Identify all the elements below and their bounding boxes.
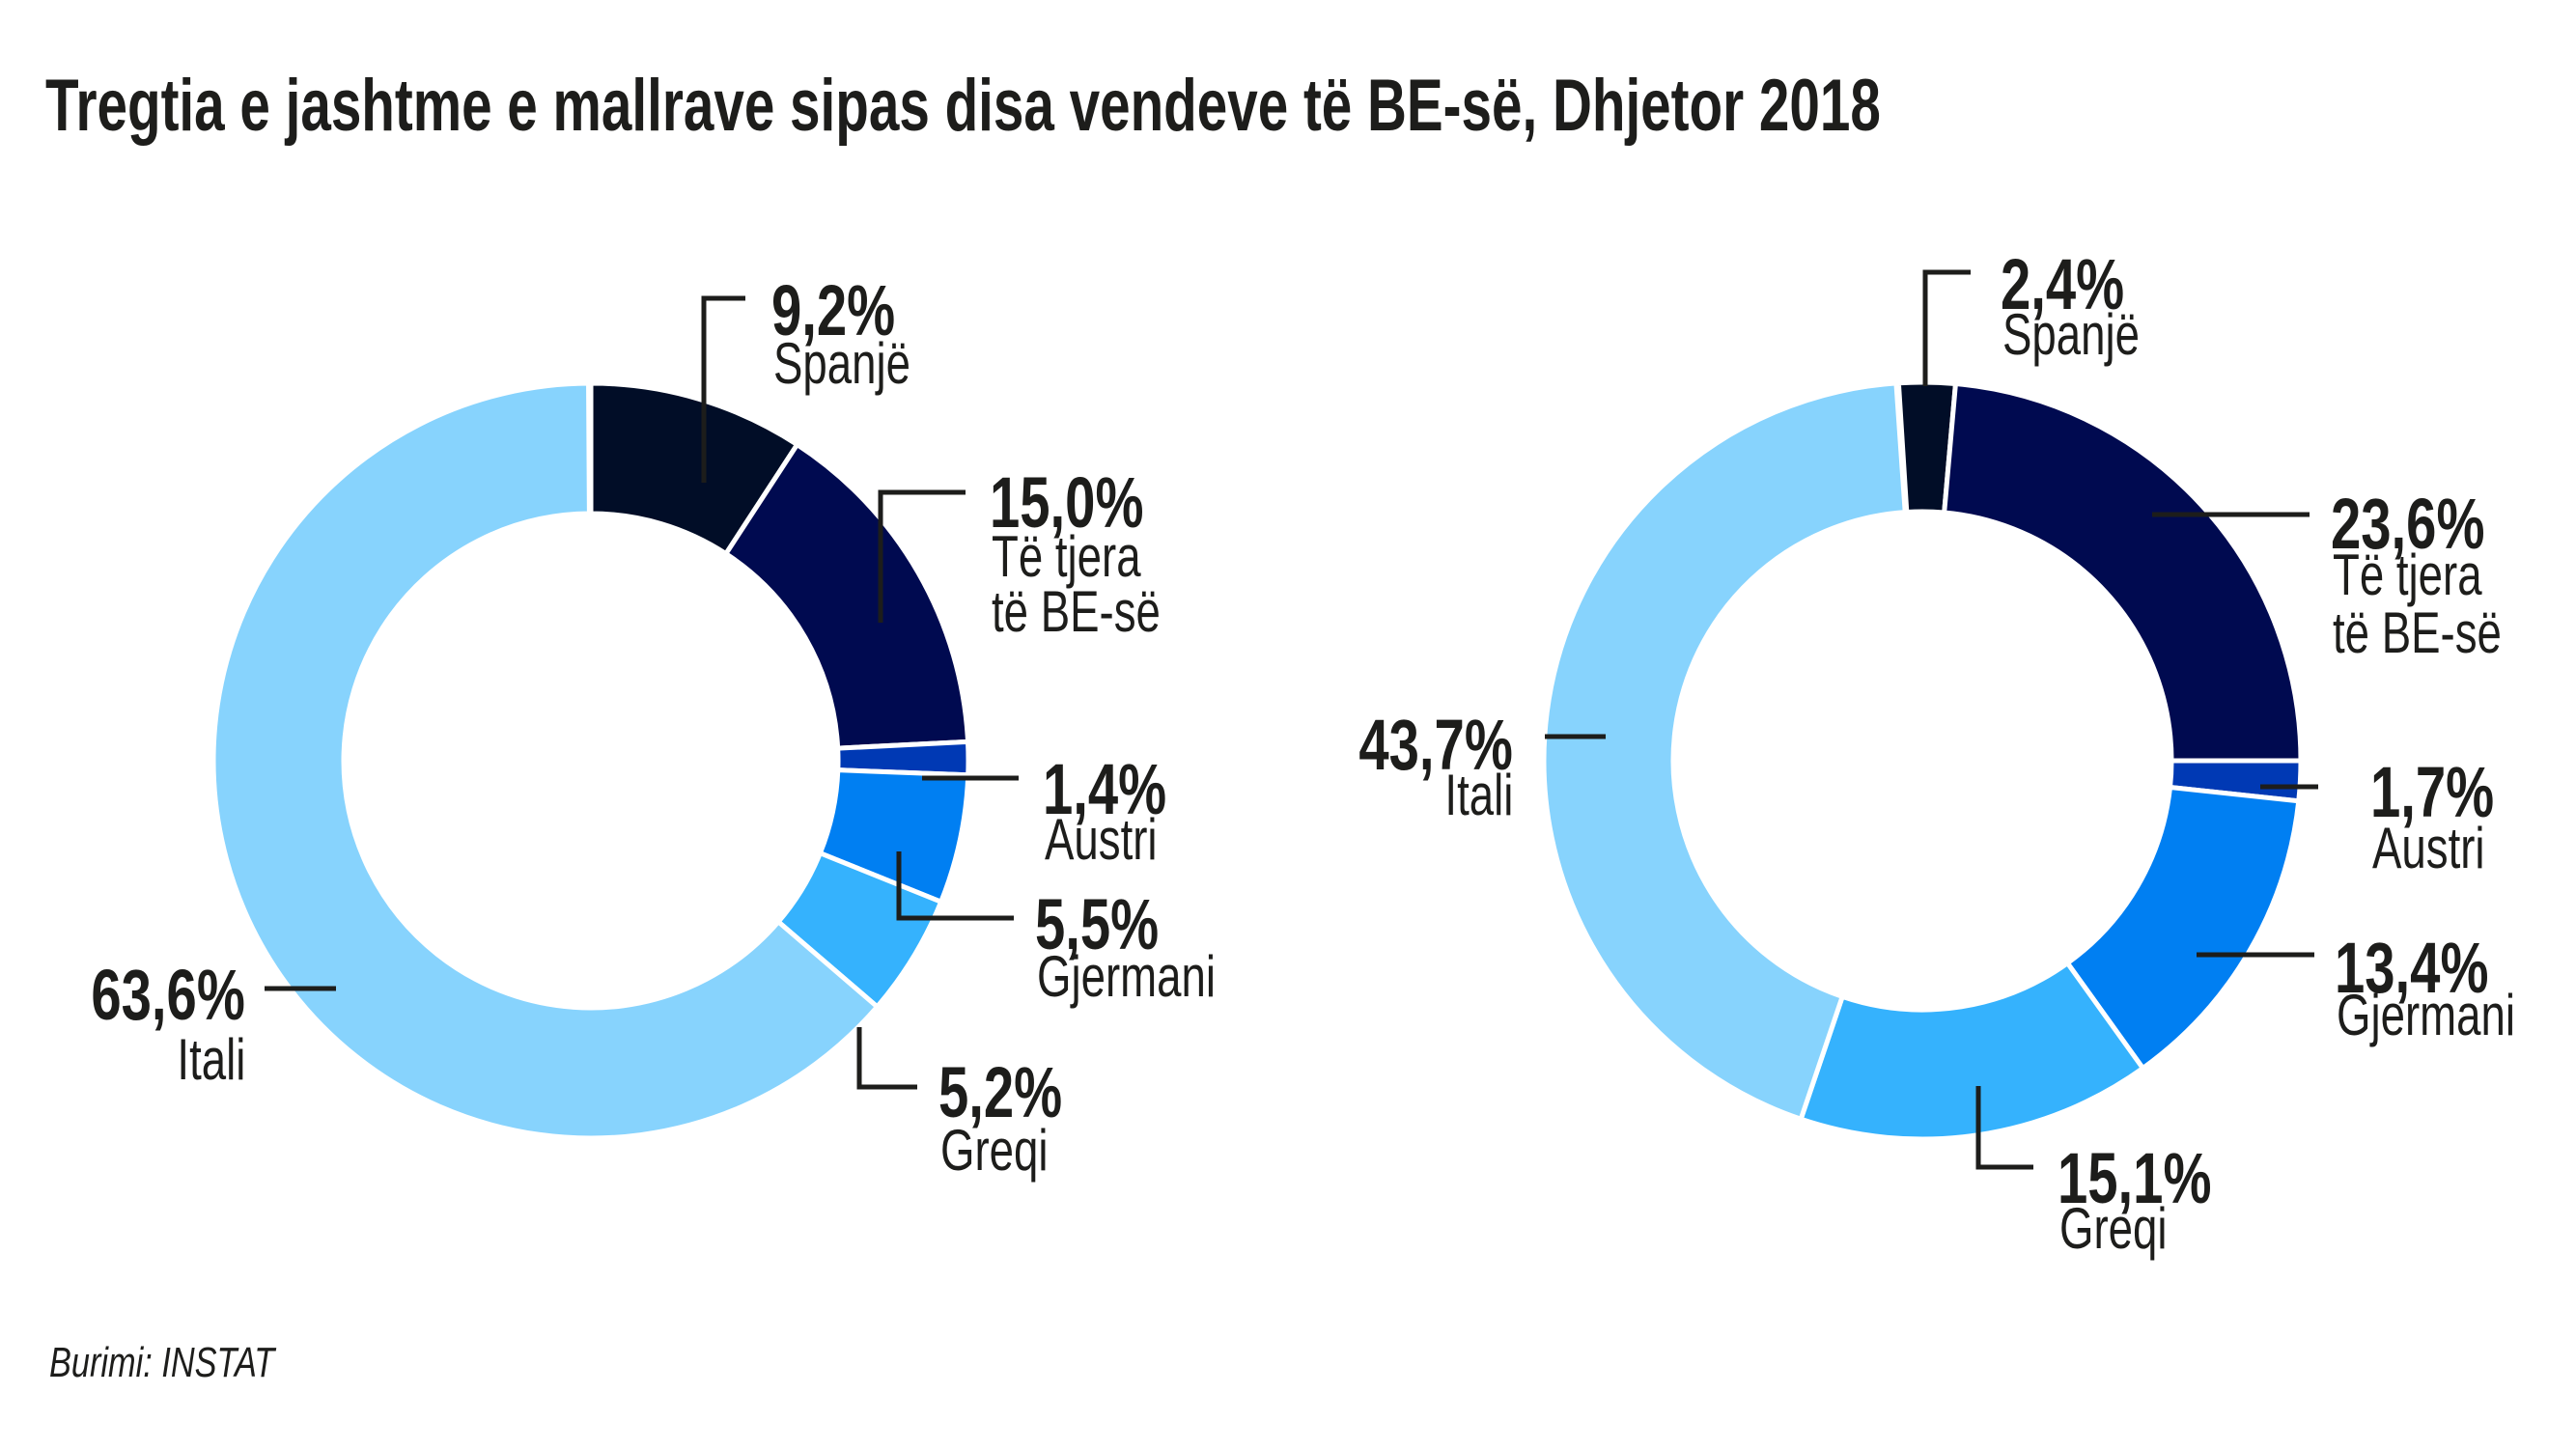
donut-chart-right bbox=[1541, 379, 2304, 1142]
value-label-spanje: 9,2% bbox=[771, 270, 896, 350]
source-note: Burimi: INSTAT bbox=[49, 1339, 275, 1386]
donut-chart-left bbox=[210, 380, 971, 1141]
leader-line-te-tjera-te-be-se bbox=[878, 489, 966, 623]
value-label-gjermani: 13,4% bbox=[2335, 928, 2489, 1008]
category-label-greqi: Greqi bbox=[940, 1118, 1049, 1183]
category-label-austri: Austri bbox=[1045, 807, 1158, 872]
category-label-te-tjera-te-be-se: të BE-së bbox=[2333, 600, 2502, 665]
leader-line-spanje bbox=[701, 295, 745, 483]
category-label-gjermani: Gjermani bbox=[2337, 983, 2515, 1047]
value-label-austri: 1,7% bbox=[2370, 752, 2495, 832]
value-label-spanje: 2,4% bbox=[2001, 244, 2125, 324]
value-label-itali: 63,6% bbox=[91, 955, 245, 1035]
category-label-spanje: Spanjë bbox=[773, 331, 910, 396]
value-label-gjermani: 5,5% bbox=[1035, 884, 1160, 964]
category-label-te-tjera-te-be-se: të BE-së bbox=[992, 579, 1161, 644]
donut-slice-itali bbox=[1541, 380, 1908, 1123]
category-label-spanje: Spanjë bbox=[2002, 302, 2140, 367]
value-label-te-tjera-te-be-se: 23,6% bbox=[2331, 484, 2485, 564]
donut-slice-te-tjera-te-be-se bbox=[1941, 380, 2304, 764]
leader-line-spanje bbox=[1922, 269, 1971, 386]
leader-line-gjermani bbox=[896, 851, 1014, 921]
chart-title: Tregtia e jashtme e mallrave sipas disa … bbox=[45, 65, 1881, 147]
category-label-greqi: Greqi bbox=[2059, 1196, 2168, 1261]
category-label-austri: Austri bbox=[2372, 816, 2485, 880]
value-label-te-tjera-te-be-se: 15,0% bbox=[990, 462, 1144, 543]
category-label-te-tjera-te-be-se: Të tjera bbox=[2333, 543, 2482, 607]
value-label-austri: 1,4% bbox=[1043, 749, 1167, 829]
leader-line-greqi bbox=[856, 1027, 917, 1090]
value-label-itali: 43,7% bbox=[1358, 705, 1513, 785]
category-label-te-tjera-te-be-se: Të tjera bbox=[992, 524, 1141, 589]
category-label-itali: Itali bbox=[177, 1027, 245, 1092]
value-label-greqi: 5,2% bbox=[938, 1052, 1063, 1132]
donut-slice-itali bbox=[210, 380, 882, 1141]
leader-line-greqi bbox=[1975, 1086, 2033, 1170]
category-label-itali: Itali bbox=[1444, 763, 1513, 827]
value-label-greqi: 15,1% bbox=[2058, 1138, 2212, 1218]
label-connectors bbox=[265, 269, 2318, 1170]
category-label-gjermani: Gjermani bbox=[1037, 944, 1216, 1009]
